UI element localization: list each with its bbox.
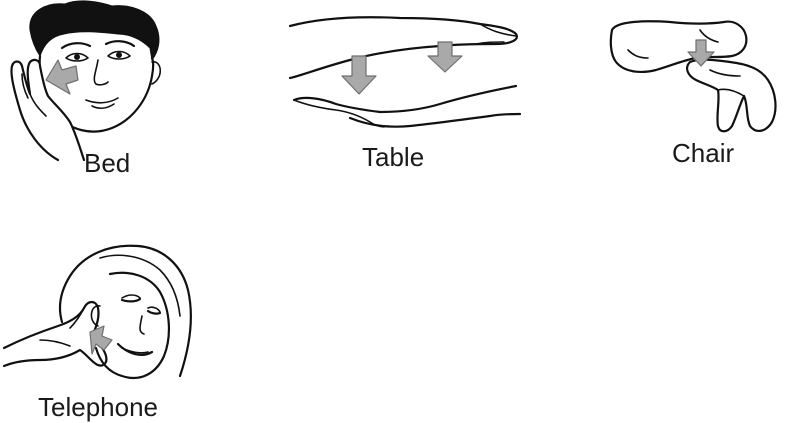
table-arrow-right (427, 41, 463, 73)
bed-pupil-right (116, 52, 122, 58)
bed-nose (93, 59, 109, 86)
sign-chair: Chair (600, 0, 800, 180)
table-arrow-left (341, 55, 377, 95)
table-label: Table (362, 142, 425, 172)
bed-illustration (10, 0, 162, 162)
bed-brow-right (104, 40, 136, 48)
bed-hand (10, 58, 86, 162)
bed-label: Bed (84, 148, 131, 178)
bed-arrow (45, 59, 79, 95)
bed-eye-left (65, 52, 89, 62)
table-illustration (288, 16, 522, 128)
telephone-eye-left (121, 294, 141, 299)
bed-pupil-left (74, 54, 80, 60)
chair-illustration (609, 20, 777, 133)
table-top-fingers (475, 23, 517, 45)
bed-brow-left (60, 42, 92, 50)
chair-upper-fingers (627, 29, 719, 59)
telephone-teeth (121, 347, 149, 354)
bed-lip (91, 103, 115, 109)
telephone-label: Telephone (38, 392, 158, 422)
telephone-face-outline (94, 271, 171, 380)
bed-mouth (85, 97, 119, 104)
chair-arrow (687, 39, 715, 67)
bed-ear (151, 61, 162, 85)
telephone-lash-right (146, 309, 162, 315)
chair-lower-fingers (709, 69, 745, 97)
chair-label: Chair (672, 138, 735, 168)
chair-lower-hand (686, 58, 777, 133)
telephone-lash-left (120, 297, 142, 303)
sign-table: Table (280, 0, 540, 180)
chair-upper-hand (609, 20, 748, 73)
telephone-mouth (116, 342, 154, 356)
sign-bed: Bed (0, 0, 180, 180)
table-bottom-arm (292, 84, 518, 114)
telephone-illustration (2, 244, 192, 380)
telephone-nose (139, 315, 145, 335)
telephone-hair-strand (99, 254, 181, 317)
telephone-hand-fingers (39, 307, 85, 347)
telephone-arrow (89, 325, 113, 355)
bed-hair (29, 0, 160, 62)
sign-telephone: Telephone (0, 236, 220, 423)
telephone-eye-right (147, 306, 161, 313)
bed-eye-right (107, 50, 131, 60)
table-bottom-hand (293, 99, 389, 128)
bed-hand-fingers (21, 73, 47, 117)
telephone-hair (59, 244, 192, 378)
